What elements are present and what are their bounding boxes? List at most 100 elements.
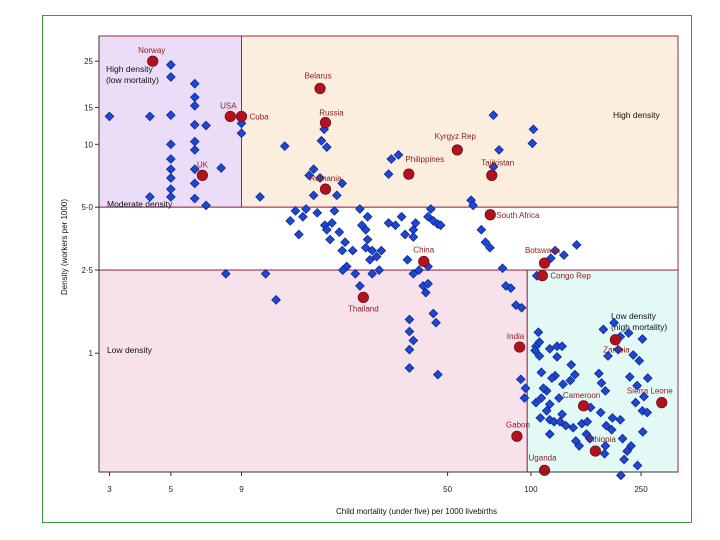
country-point — [515, 374, 526, 385]
country-point — [596, 378, 607, 388]
country-point — [488, 110, 499, 120]
country-point — [531, 397, 541, 408]
x-tick-label: 100 — [524, 485, 538, 494]
country-point — [494, 145, 504, 155]
country-point — [298, 211, 308, 222]
region-label-high-density-low-mortality: High density (low mortality) — [106, 64, 159, 85]
country-point — [516, 302, 527, 313]
country-point — [360, 224, 371, 235]
country-point — [557, 409, 567, 420]
highlight-point-philippines — [403, 168, 415, 180]
country-point — [400, 229, 410, 240]
country-point — [376, 245, 387, 256]
country-point — [408, 268, 419, 279]
country-point — [386, 154, 397, 164]
country-point — [428, 216, 439, 226]
highlight-point-romania — [319, 183, 332, 195]
country-point — [538, 383, 549, 394]
country-point — [545, 253, 556, 264]
y-tick-label: 15 — [84, 104, 93, 113]
country-point — [308, 190, 319, 201]
region-label-line: (high mortality) — [611, 322, 667, 332]
highlight-point-china — [418, 255, 430, 268]
highlight-point-belarus — [314, 82, 326, 95]
country-point — [534, 351, 545, 361]
country-point — [601, 420, 612, 431]
country-point — [165, 110, 176, 120]
country-point — [360, 242, 371, 253]
country-label: Kyrgyz Rep — [435, 132, 477, 141]
country-point — [189, 119, 200, 130]
highlight-point-cuba — [235, 110, 248, 123]
region-label-moderate-density: Moderate density — [107, 199, 173, 209]
country-point — [432, 369, 443, 380]
country-label: Philippines — [405, 155, 444, 164]
country-point — [534, 337, 545, 347]
highlight-point-usa — [224, 110, 236, 123]
country-point — [325, 234, 335, 245]
country-point — [485, 242, 495, 253]
country-point — [600, 386, 611, 396]
country-point — [189, 164, 200, 175]
country-point — [220, 268, 231, 279]
country-labels-layer: Norway USA Cuba UK Belarus Russia Romania Phili… — [138, 46, 673, 462]
country-point — [260, 268, 271, 279]
country-point — [624, 372, 635, 382]
country-label: India — [507, 332, 525, 341]
country-point — [340, 237, 350, 248]
country-point — [189, 178, 200, 189]
country-point — [607, 413, 618, 423]
country-point — [201, 120, 211, 131]
country-label: UK — [197, 160, 209, 169]
country-point — [497, 263, 508, 274]
region-high-density — [241, 35, 679, 208]
highlight-point-india — [513, 341, 526, 353]
country-point — [623, 328, 634, 338]
country-point — [536, 393, 547, 403]
country-point — [104, 111, 115, 122]
country-point — [528, 124, 539, 135]
country-point — [468, 200, 478, 211]
y-tick-label: 2·5 — [81, 266, 93, 275]
highlight-point-ethiopia — [589, 445, 601, 457]
country-point — [189, 78, 200, 89]
country-point — [476, 224, 487, 235]
country-point — [329, 206, 340, 216]
country-point — [630, 397, 641, 408]
country-point — [603, 351, 613, 361]
country-point — [404, 326, 415, 337]
country-label: Thailand — [348, 304, 379, 313]
country-label: Uganda — [529, 453, 558, 462]
highlight-point-uk — [196, 169, 208, 181]
region-label-line: Low density — [611, 311, 657, 321]
region-label-low-density-high-mortality: Low density (high mortality) — [611, 311, 667, 332]
country-point — [544, 343, 555, 354]
country-point — [316, 135, 327, 146]
country-label: Russia — [319, 109, 344, 118]
country-label: Cuba — [250, 112, 270, 121]
country-point — [165, 173, 176, 183]
highlight-point-gabon — [511, 430, 523, 442]
country-point — [559, 250, 569, 260]
country-label: Botswana — [525, 246, 561, 255]
country-point — [639, 391, 649, 402]
highlighted-points-layer — [147, 55, 668, 476]
country-point — [598, 324, 609, 335]
country-point — [383, 169, 394, 179]
country-point — [615, 414, 626, 425]
region-label-line: High density — [106, 64, 154, 74]
country-point — [426, 204, 436, 214]
country-point — [637, 334, 648, 344]
country-point — [327, 218, 337, 228]
country-label: Cameroon — [563, 391, 600, 400]
country-point — [431, 317, 441, 328]
figure-frame — [42, 15, 692, 523]
country-point — [568, 422, 579, 433]
country-point — [165, 72, 176, 82]
country-point — [365, 254, 375, 265]
country-point — [165, 139, 176, 150]
country-point — [544, 399, 555, 410]
country-point — [501, 281, 511, 291]
